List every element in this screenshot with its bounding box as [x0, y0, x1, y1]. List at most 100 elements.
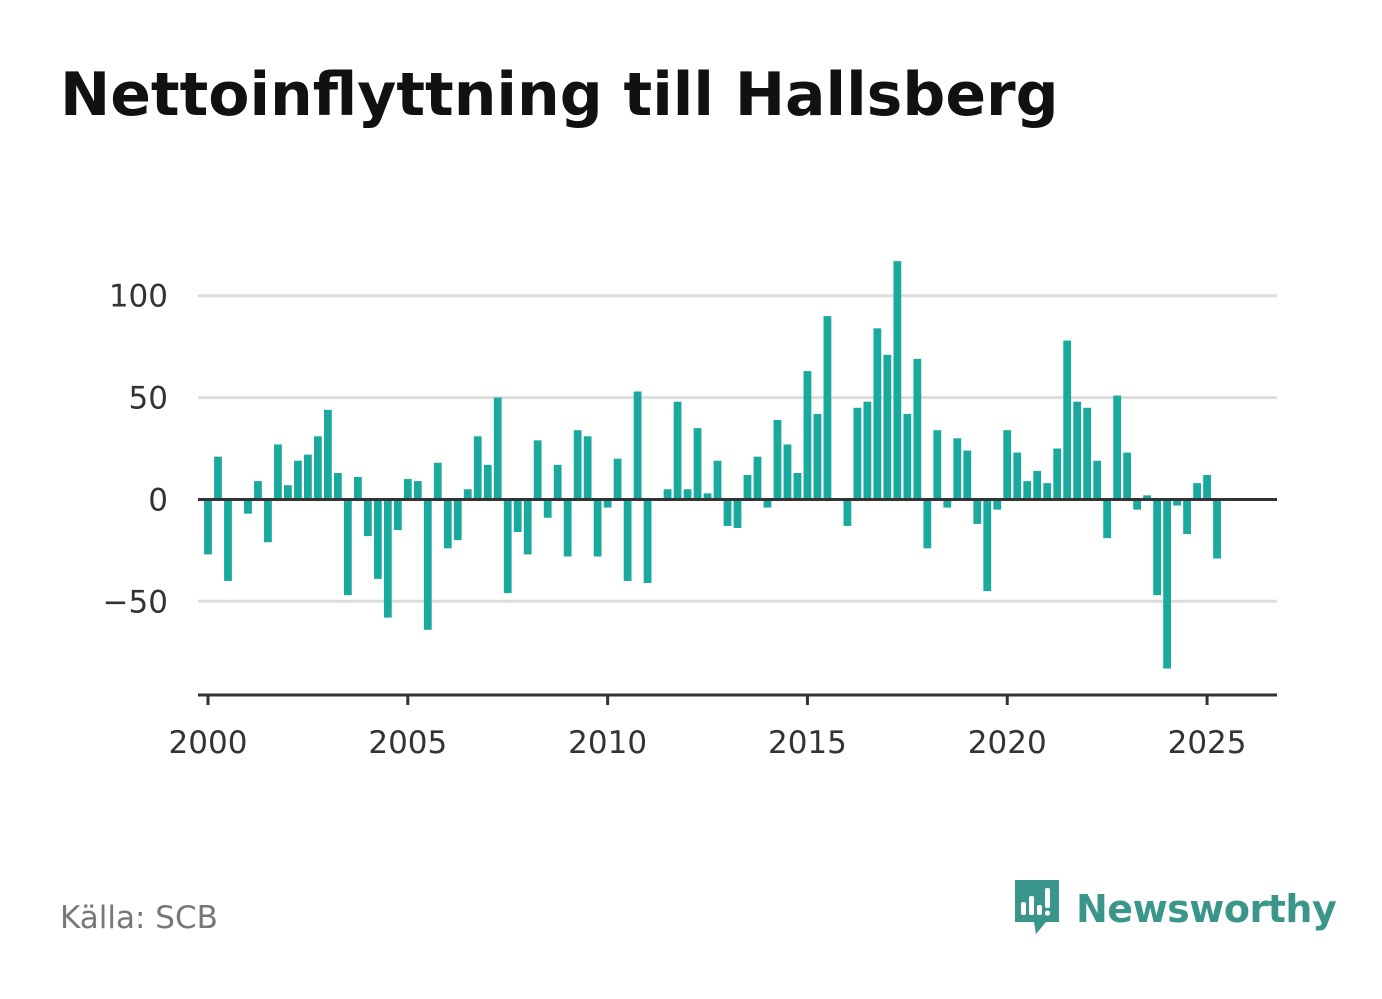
bar: [923, 499, 932, 549]
bar: [503, 499, 512, 594]
bar: [254, 481, 262, 500]
bar: [783, 444, 792, 500]
bar: [343, 499, 352, 596]
bar: [1133, 499, 1142, 510]
bar: [294, 460, 302, 500]
bar: [823, 316, 832, 500]
bar: [703, 493, 712, 500]
bar: [873, 328, 882, 500]
bar: [593, 499, 602, 557]
bar: [323, 409, 332, 500]
bar: [1043, 483, 1052, 500]
bar: [1033, 470, 1042, 500]
bar: [1193, 483, 1201, 500]
bar: [633, 391, 642, 500]
y-tick-label: 100: [109, 279, 168, 315]
bar: [1153, 499, 1161, 596]
bar: [843, 499, 852, 526]
bar: [1013, 452, 1022, 500]
bar: [1163, 499, 1171, 669]
bar: [284, 485, 292, 500]
bar: [1083, 407, 1092, 500]
brand-name: Newsworthy: [1076, 887, 1337, 931]
bar: [713, 460, 722, 500]
chart-title: Nettoinflyttning till Hallsberg: [60, 60, 1059, 130]
bar: [913, 358, 922, 500]
y-tick-label: 0: [148, 482, 168, 518]
brand-logo[interactable]: Newsworthy: [1012, 878, 1337, 940]
bar: [523, 499, 532, 555]
bar: [553, 464, 562, 500]
x-tick-label: 2020: [968, 725, 1047, 761]
bar: [423, 499, 432, 630]
bar: [383, 499, 392, 618]
bar: [1073, 401, 1082, 500]
source-label: Källa: SCB: [60, 900, 218, 936]
bar: [353, 477, 362, 500]
bar: [863, 401, 872, 500]
bar: [573, 430, 582, 500]
bar: [433, 462, 442, 500]
bar: [853, 407, 862, 500]
x-tick-label: 2025: [1168, 725, 1247, 761]
bar: [224, 499, 232, 581]
bar: [1053, 448, 1062, 500]
bar: [803, 371, 812, 500]
bar: [333, 472, 342, 500]
y-tick-label: 50: [129, 381, 168, 417]
bar: [513, 499, 522, 533]
bar: [393, 499, 402, 530]
axes: −50 0 50 100 2000 2005 2010 2015 2020 2025: [103, 279, 1277, 761]
newsworthy-logo-icon: [1015, 880, 1059, 934]
bar: [663, 489, 672, 500]
bar: [244, 499, 252, 514]
gridlines: [198, 294, 1277, 603]
bar: [413, 481, 422, 500]
bar: [723, 499, 732, 526]
bar: [1093, 460, 1102, 500]
bar: [953, 438, 962, 500]
bar: [673, 401, 682, 500]
bar: [264, 499, 272, 543]
bar: [543, 499, 552, 518]
bar: [973, 499, 982, 524]
bar: [1203, 475, 1211, 500]
bar: [743, 475, 752, 500]
bar: [363, 499, 372, 537]
bar: [813, 413, 822, 500]
bar: [623, 499, 632, 581]
bar: [983, 499, 992, 592]
bar: [304, 454, 312, 500]
bar: [963, 450, 972, 500]
bar: [763, 499, 772, 508]
bars: [204, 261, 1221, 669]
bar: [1003, 430, 1012, 500]
bar: [643, 499, 652, 583]
bar: [583, 436, 592, 500]
bar: [613, 458, 622, 500]
bar: [903, 413, 912, 500]
bar: [1183, 499, 1191, 535]
bar: [473, 436, 482, 500]
bar: [1113, 395, 1122, 500]
y-tick-label: −50: [103, 584, 168, 620]
bar: [933, 430, 942, 500]
bar: [993, 499, 1002, 510]
x-tick-label: 2005: [368, 725, 447, 761]
bar: [753, 456, 762, 500]
bar: [483, 464, 492, 500]
bar: [274, 444, 282, 500]
x-tick-label: 2000: [169, 725, 248, 761]
bar: [493, 397, 502, 500]
bar: [1063, 340, 1072, 500]
bar: [773, 420, 782, 500]
bar: [1173, 499, 1181, 506]
bar: [214, 456, 222, 500]
bar: [943, 499, 952, 508]
bar: [733, 499, 742, 528]
bar: [463, 489, 472, 500]
bar: [893, 261, 902, 500]
bar: [443, 499, 452, 549]
bar: [313, 436, 322, 500]
